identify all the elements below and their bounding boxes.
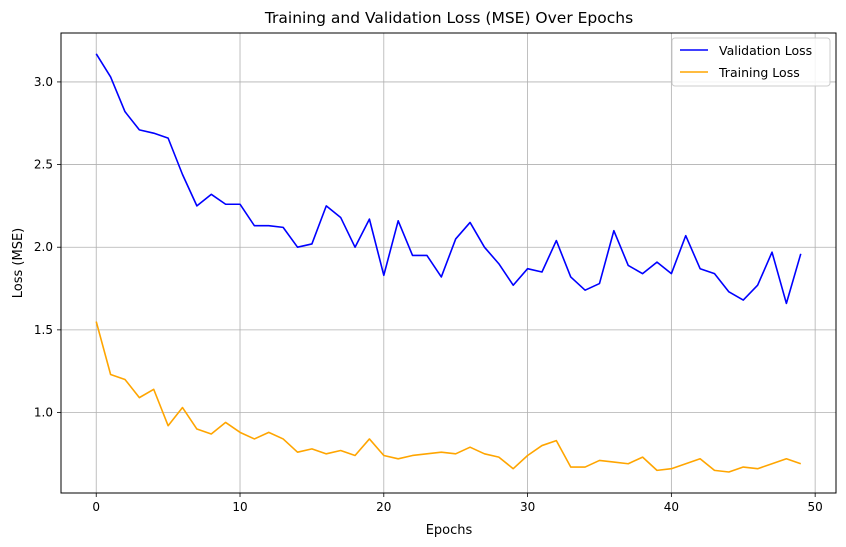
y-tick-label: 1.5 bbox=[34, 323, 53, 337]
y-tick-label: 3.0 bbox=[34, 75, 53, 89]
chart-title: Training and Validation Loss (MSE) Over … bbox=[264, 9, 633, 27]
legend-label-training: Training Loss bbox=[718, 65, 800, 80]
series-line-training bbox=[95, 321, 802, 473]
y-axis-label: Loss (MSE) bbox=[11, 228, 26, 298]
legend-box bbox=[671, 37, 831, 87]
plot-frame bbox=[60, 32, 837, 494]
y-tick-label: 2.0 bbox=[34, 240, 53, 254]
series-lines bbox=[95, 53, 802, 473]
y-tick-label: 1.0 bbox=[34, 406, 53, 420]
y-tick-label: 2.5 bbox=[34, 158, 53, 172]
x-tick-label: 10 bbox=[232, 500, 247, 514]
axis-ticks: 0 10 20 30 40 50 1.0 1.5 2.0 2.5 3.0 bbox=[34, 75, 823, 514]
x-axis-label: Epochs bbox=[426, 523, 473, 538]
x-tick-label: 30 bbox=[520, 500, 535, 514]
legend: Validation Loss Training Loss bbox=[671, 37, 831, 87]
x-tick-label: 40 bbox=[664, 500, 679, 514]
x-tick-label: 50 bbox=[808, 500, 823, 514]
x-tick-label: 20 bbox=[376, 500, 391, 514]
series-line-validation bbox=[95, 53, 802, 305]
legend-label-validation: Validation Loss bbox=[719, 43, 812, 58]
x-tick-label: 0 bbox=[92, 500, 100, 514]
